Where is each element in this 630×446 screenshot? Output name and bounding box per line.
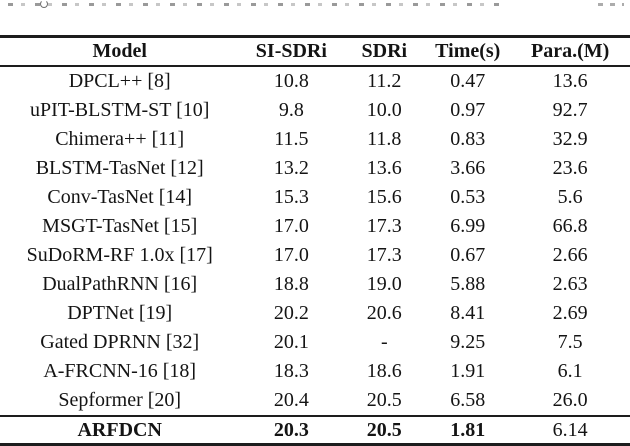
cropped-text-remnant [0,0,630,10]
value-cell: 1.91 [450,360,486,382]
table-row: MSGT-TasNet [15] 17.0 17.3 6.99 66.8 [0,212,630,241]
model-name-cell: ARFDCN [0,415,240,446]
value-cell: 9.8 [278,99,304,121]
proposed-model-row: ARFDCN 20.3 20.5 1.81 6.14 [0,415,630,446]
value-cell: 20.4 [273,389,309,411]
value-cell: 5.88 [450,273,486,295]
value-cell: 2.69 [552,302,588,324]
value-cell: 6.99 [450,215,486,237]
model-name-cell: Chimera++ [11] [55,128,185,150]
table-row: Chimera++ [11] 11.5 11.8 0.83 32.9 [0,125,630,154]
results-table: Model SI-SDRi SDRi Time(s) Para.(M) DPCL++ [… [0,35,630,446]
value-cell: 18.8 [273,273,309,295]
value-cell: 7.5 [557,331,583,353]
model-name-cell: Conv-TasNet [14] [47,186,193,208]
value-cell: 2.63 [552,273,588,295]
value-cell: 10.0 [366,99,402,121]
value-cell: 8.41 [450,302,486,324]
value-cell: 20.6 [366,302,402,324]
value-cell: 3.66 [450,157,486,179]
header-row: Model SI-SDRi SDRi Time(s) Para.(M) [0,35,630,67]
table-row: DPCL++ [8] 10.8 11.2 0.47 13.6 [0,66,630,96]
column-header-model: Model [0,35,240,67]
value-cell: 20.1 [273,331,309,353]
value-cell: 9.25 [450,331,486,353]
model-name-cell: Gated DPRNN [32] [40,331,200,353]
table-row: DPTNet [19] 20.2 20.6 8.41 2.69 [0,299,630,328]
value-cell: 6.58 [450,389,486,411]
column-header-para-m: Para.(M) [510,35,630,67]
table-row: DualPathRNN [16] 18.8 19.0 5.88 2.63 [0,270,630,299]
value-cell: 11.8 [367,128,402,150]
value-cell: 17.0 [273,215,309,237]
value-cell: 0.47 [450,70,486,92]
value-cell: 5.6 [557,186,583,208]
value-cell: 17.3 [366,244,402,266]
value-cell: 0.67 [450,244,486,266]
model-name-cell: BLSTM-TasNet [12] [35,157,204,179]
value-cell: 15.6 [366,186,402,208]
table-row: Sepformer [20] 20.4 20.5 6.58 26.0 [0,386,630,416]
model-name-cell: DualPathRNN [16] [42,273,198,295]
table-row: uPIT-BLSTM-ST [10] 9.8 10.0 0.97 92.7 [0,96,630,125]
value-cell: 13.6 [552,70,588,92]
value-cell: 92.7 [552,99,588,121]
table-row: SuDoRM-RF 1.0x [17] 17.0 17.3 0.67 2.66 [0,241,630,270]
value-cell: 0.53 [450,186,486,208]
model-name-cell: DPTNet [19] [67,302,173,324]
column-header-time-s: Time(s) [425,35,511,67]
table-row: A-FRCNN-16 [18] 18.3 18.6 1.91 6.1 [0,357,630,386]
value-cell: 20.2 [273,302,309,324]
value-cell: 0.97 [450,99,486,121]
value-cell: - [380,331,388,353]
value-cell: 18.6 [366,360,402,382]
value-cell: 17.0 [273,244,309,266]
model-name-cell: DPCL++ [8] [68,70,171,92]
value-cell: 11.2 [367,70,402,92]
model-name-cell: uPIT-BLSTM-ST [10] [29,99,210,121]
model-name-cell: MSGT-TasNet [15] [42,215,198,237]
table-row: BLSTM-TasNet [12] 13.2 13.6 3.66 23.6 [0,154,630,183]
model-name-cell: Sepformer [20] [58,389,182,411]
value-cell: 23.6 [552,157,588,179]
text-bottom-edge [8,3,506,6]
value-cell: 0.83 [450,128,486,150]
table-row: Gated DPRNN [32] 20.1 - 9.25 7.5 [0,328,630,357]
value-cell: 20.5 [366,389,402,411]
text-bottom-edge-right [598,3,624,6]
value-cell: 17.3 [366,215,402,237]
value-cell: 20.5 [343,415,426,446]
value-cell: 13.6 [366,157,402,179]
model-name-cell: SuDoRM-RF 1.0x [17] [26,244,213,266]
value-cell: 10.8 [273,70,309,92]
value-cell: 6.1 [557,360,583,382]
value-cell: 20.3 [239,415,344,446]
value-cell: 11.5 [274,128,309,150]
model-name-cell: A-FRCNN-16 [18] [43,360,197,382]
table-row: Conv-TasNet [14] 15.3 15.6 0.53 5.6 [0,183,630,212]
value-cell: 19.0 [366,273,402,295]
value-cell: 26.0 [552,389,588,411]
value-cell: 2.66 [552,244,588,266]
value-cell: 1.81 [425,415,511,446]
value-cell: 32.9 [552,128,588,150]
value-cell: 13.2 [273,157,309,179]
value-cell: 66.8 [552,215,588,237]
value-cell: 15.3 [273,186,309,208]
letter-descender-mark [40,0,48,8]
value-cell: 18.3 [273,360,309,382]
column-header-si-sdri: SI-SDRi [239,35,344,67]
column-header-sdri: SDRi [343,35,426,67]
value-cell: 6.14 [510,415,630,446]
